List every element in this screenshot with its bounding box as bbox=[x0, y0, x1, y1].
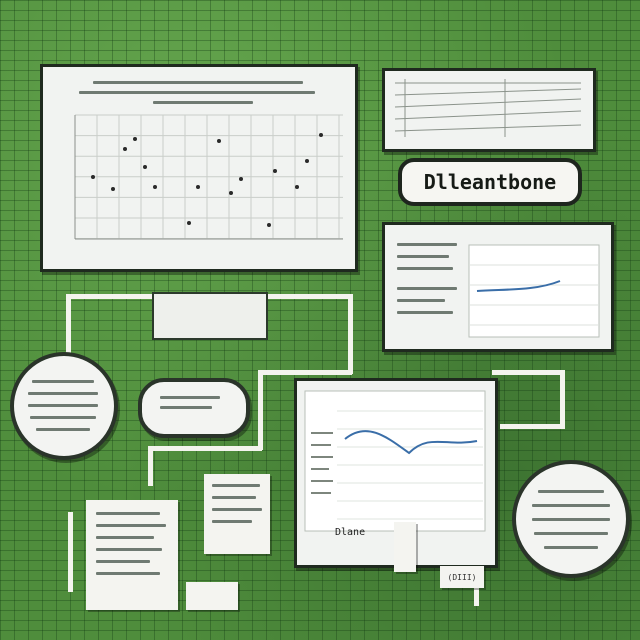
doc-line bbox=[397, 255, 449, 258]
doc-line bbox=[397, 299, 445, 302]
circle-line bbox=[32, 380, 94, 383]
scatter-grid bbox=[74, 114, 343, 240]
wire-4 bbox=[348, 294, 353, 374]
mini-chart-panel bbox=[382, 222, 614, 352]
main-series-line bbox=[344, 430, 478, 455]
note-tag: (DIII) bbox=[440, 566, 484, 588]
wire-12 bbox=[68, 512, 73, 592]
device-line bbox=[160, 396, 220, 399]
doc-line bbox=[397, 267, 453, 270]
table-panel-top bbox=[382, 68, 596, 152]
circle-line bbox=[36, 428, 90, 431]
doc-line bbox=[397, 243, 457, 246]
left-circle-panel bbox=[10, 352, 118, 460]
panel-heading-line bbox=[79, 91, 315, 94]
scatter-point bbox=[196, 185, 200, 189]
note-card-3 bbox=[186, 582, 238, 610]
wire-1 bbox=[66, 294, 156, 299]
wire-11 bbox=[500, 424, 565, 429]
poster-title: Dlleantbone bbox=[398, 158, 582, 206]
wire-9 bbox=[492, 370, 564, 375]
scatter-point bbox=[273, 169, 277, 173]
circle-line bbox=[532, 504, 610, 507]
device-line bbox=[160, 406, 212, 409]
panel-heading-line bbox=[153, 101, 253, 104]
scatter-plot bbox=[74, 114, 343, 240]
circle-line bbox=[30, 416, 96, 419]
note-card-1 bbox=[86, 500, 178, 610]
circle-line bbox=[28, 404, 98, 407]
center-stamp bbox=[152, 292, 268, 340]
scatter-point bbox=[123, 147, 127, 151]
doc-line bbox=[397, 311, 453, 314]
circle-line bbox=[538, 490, 604, 493]
main-chart-caption: Dlane bbox=[335, 527, 366, 538]
scatter-point bbox=[217, 139, 221, 143]
scatter-points bbox=[91, 133, 323, 227]
scatter-point bbox=[319, 133, 323, 137]
scatter-point bbox=[267, 223, 271, 227]
doc-line bbox=[397, 287, 457, 290]
panel-heading-line bbox=[93, 81, 303, 84]
circle-line bbox=[28, 392, 98, 395]
scatter-point bbox=[239, 177, 243, 181]
circle-line bbox=[532, 518, 610, 521]
circle-line bbox=[544, 546, 598, 549]
scatter-point bbox=[133, 137, 137, 141]
wire-8 bbox=[148, 446, 153, 486]
mini-line-chart bbox=[468, 244, 600, 338]
scatter-point bbox=[305, 159, 309, 163]
wire-5 bbox=[258, 370, 352, 375]
wire-10 bbox=[560, 370, 565, 426]
wire-6 bbox=[258, 370, 263, 450]
scatter-point bbox=[229, 191, 233, 195]
wire-3 bbox=[262, 294, 352, 299]
note-card-4 bbox=[394, 522, 416, 572]
oval-device bbox=[138, 378, 250, 438]
scatter-panel bbox=[40, 64, 358, 272]
note-card-2 bbox=[204, 474, 270, 554]
mini-series-line bbox=[476, 280, 561, 292]
scatter-point bbox=[187, 221, 191, 225]
scatter-point bbox=[153, 185, 157, 189]
right-circle-panel bbox=[512, 460, 630, 578]
wire-2 bbox=[66, 294, 71, 374]
scatter-point bbox=[143, 165, 147, 169]
scatter-point bbox=[91, 175, 95, 179]
main-line-chart bbox=[304, 390, 486, 532]
scatter-point bbox=[111, 187, 115, 191]
table-sketch bbox=[394, 79, 582, 137]
note-tag-label: (DIII) bbox=[447, 572, 477, 582]
circle-line bbox=[534, 532, 608, 535]
wire-7 bbox=[148, 446, 262, 451]
scatter-point bbox=[295, 185, 299, 189]
